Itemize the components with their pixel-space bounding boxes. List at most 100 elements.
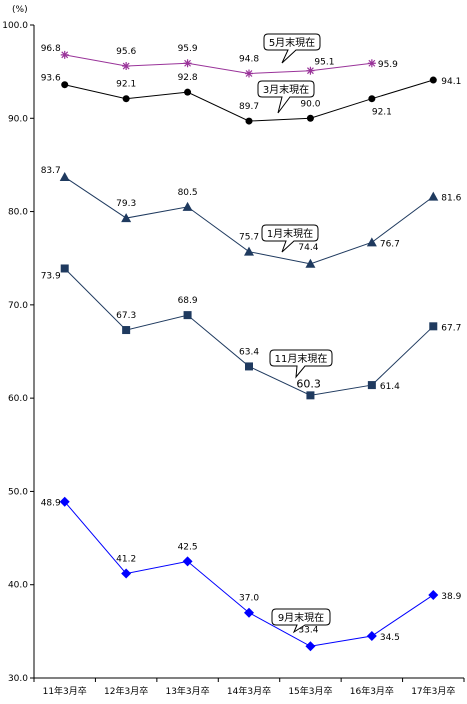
x-tick-labels: 11年3月卒 12年3月卒 13年3月卒 14年3月卒 15年3月卒 16年3月卒 17年3…: [33, 678, 465, 697]
data-point: [60, 264, 69, 273]
data-label: 41.2: [116, 555, 136, 565]
x-tick-label: 16年3月卒: [350, 685, 394, 697]
data-point: [245, 117, 253, 125]
data-point: [182, 556, 193, 567]
data-point: [244, 246, 254, 256]
data-point: [122, 326, 131, 335]
callout-label: 3月末現在: [263, 83, 309, 96]
data-label: 90.0: [300, 99, 320, 109]
series-line: [64, 54, 372, 75]
data-label: 79.3: [116, 199, 136, 209]
data-label: 67.7: [441, 323, 461, 333]
data-label: 48.9: [41, 499, 61, 509]
data-point: [366, 631, 377, 642]
data-label: 60.3: [296, 377, 321, 390]
y-tick-labels: 30.0 40.0 50.0 60.0 70.0 80.0 90.0 100.0: [2, 21, 34, 684]
data-label: 38.9: [441, 592, 461, 602]
data-label: 68.9: [178, 296, 198, 306]
data-label: 92.1: [116, 80, 136, 90]
callout-label: 1月末現在: [267, 227, 313, 240]
data-label: 67.3: [116, 311, 136, 321]
data-point: [428, 191, 439, 201]
x-tick-label: 13年3月卒: [165, 685, 209, 697]
callout-3: 1月末現在: [261, 224, 319, 253]
data-point: [429, 76, 437, 84]
data-label: 42.5: [178, 542, 198, 552]
data-label: 92.1: [372, 108, 392, 118]
data-label: 89.7: [239, 102, 259, 112]
y-tick-label: 60.0: [8, 394, 28, 404]
data-label: 95.9: [378, 60, 398, 70]
y-tick-label: 40.0: [8, 581, 28, 591]
data-point: [306, 66, 315, 75]
data-point: [245, 69, 253, 78]
y-tick-label: 90.0: [8, 114, 28, 124]
data-point: [60, 50, 69, 59]
data-point: [122, 62, 131, 71]
callout-5: 9月末現在: [271, 608, 331, 634]
data-point: [183, 311, 192, 320]
data-point: [306, 391, 315, 400]
x-tick-label: 17年3月卒: [411, 685, 455, 697]
series-3: 83.7 79.3 80.5 75.7 74.4 76.7 81.6: [41, 166, 462, 268]
data-point: [429, 322, 438, 331]
callout-box: [257, 80, 315, 114]
data-point: [121, 213, 132, 223]
data-label: 81.6: [441, 194, 461, 204]
x-tick-label: 11年3月卒: [43, 685, 87, 697]
x-tick-label: 12年3月卒: [104, 685, 148, 697]
data-label: 93.6: [41, 74, 61, 84]
data-label: 94.8: [239, 55, 259, 65]
data-label: 95.9: [178, 44, 198, 54]
data-label: 61.4: [380, 382, 400, 392]
data-point: [366, 237, 377, 247]
data-label: 33.4: [298, 625, 318, 635]
series-5: 48.9 41.2 42.5 37.0 33.4 34.5 38.9: [41, 496, 462, 652]
data-label: 73.9: [41, 271, 61, 281]
data-label: 94.1: [441, 77, 461, 87]
callout-label: 9月末現在: [278, 611, 324, 624]
data-point: [305, 641, 316, 652]
callout-box: [261, 224, 319, 253]
y-tick-label: 30.0: [8, 674, 28, 684]
data-point: [184, 88, 192, 96]
data-point: [59, 496, 70, 507]
y-axis-unit-label: (%): [12, 5, 28, 15]
y-tick-label: 70.0: [8, 301, 28, 311]
y-tick-label: 50.0: [8, 487, 28, 497]
data-point: [122, 95, 130, 103]
data-label: 95.6: [116, 47, 136, 57]
series-line: [64, 268, 434, 396]
callout-2: 3月末現在: [257, 80, 315, 114]
data-label: 37.0: [239, 594, 259, 604]
data-point: [59, 172, 70, 182]
series-callouts: 5月末現在 3月末現在 1月末現在 11月末現在 9月末現在: [257, 33, 333, 634]
data-point: [428, 589, 439, 600]
x-tick-label: 15年3月卒: [288, 685, 332, 697]
data-point: [368, 95, 376, 103]
chart-axes: [33, 25, 464, 679]
series-1: 96.8 95.6 95.9 94.8 95.1 95.9: [41, 44, 398, 78]
callout-4: 11月末現在: [269, 349, 333, 379]
data-point: [305, 258, 316, 268]
callout-1: 5月末現在: [263, 33, 321, 64]
data-label: 92.8: [178, 73, 198, 83]
data-point: [367, 381, 376, 390]
callout-label: 5月末現在: [269, 36, 315, 49]
data-label: 34.5: [380, 633, 400, 643]
data-point: [183, 59, 192, 68]
data-point: [306, 114, 314, 122]
data-label: 75.7: [239, 233, 259, 243]
series-line: [64, 501, 434, 647]
callout-box: [263, 33, 321, 64]
data-point: [367, 59, 376, 68]
data-point: [245, 362, 253, 371]
data-label: 76.7: [380, 239, 400, 249]
data-point: [121, 568, 132, 579]
data-label: 96.8: [41, 44, 61, 54]
data-label: 63.4: [239, 347, 259, 357]
series-2: 93.6 92.1 92.8 89.7 90.0 92.1 94.1: [41, 73, 461, 125]
data-point: [244, 607, 254, 618]
callout-box: [269, 349, 333, 379]
